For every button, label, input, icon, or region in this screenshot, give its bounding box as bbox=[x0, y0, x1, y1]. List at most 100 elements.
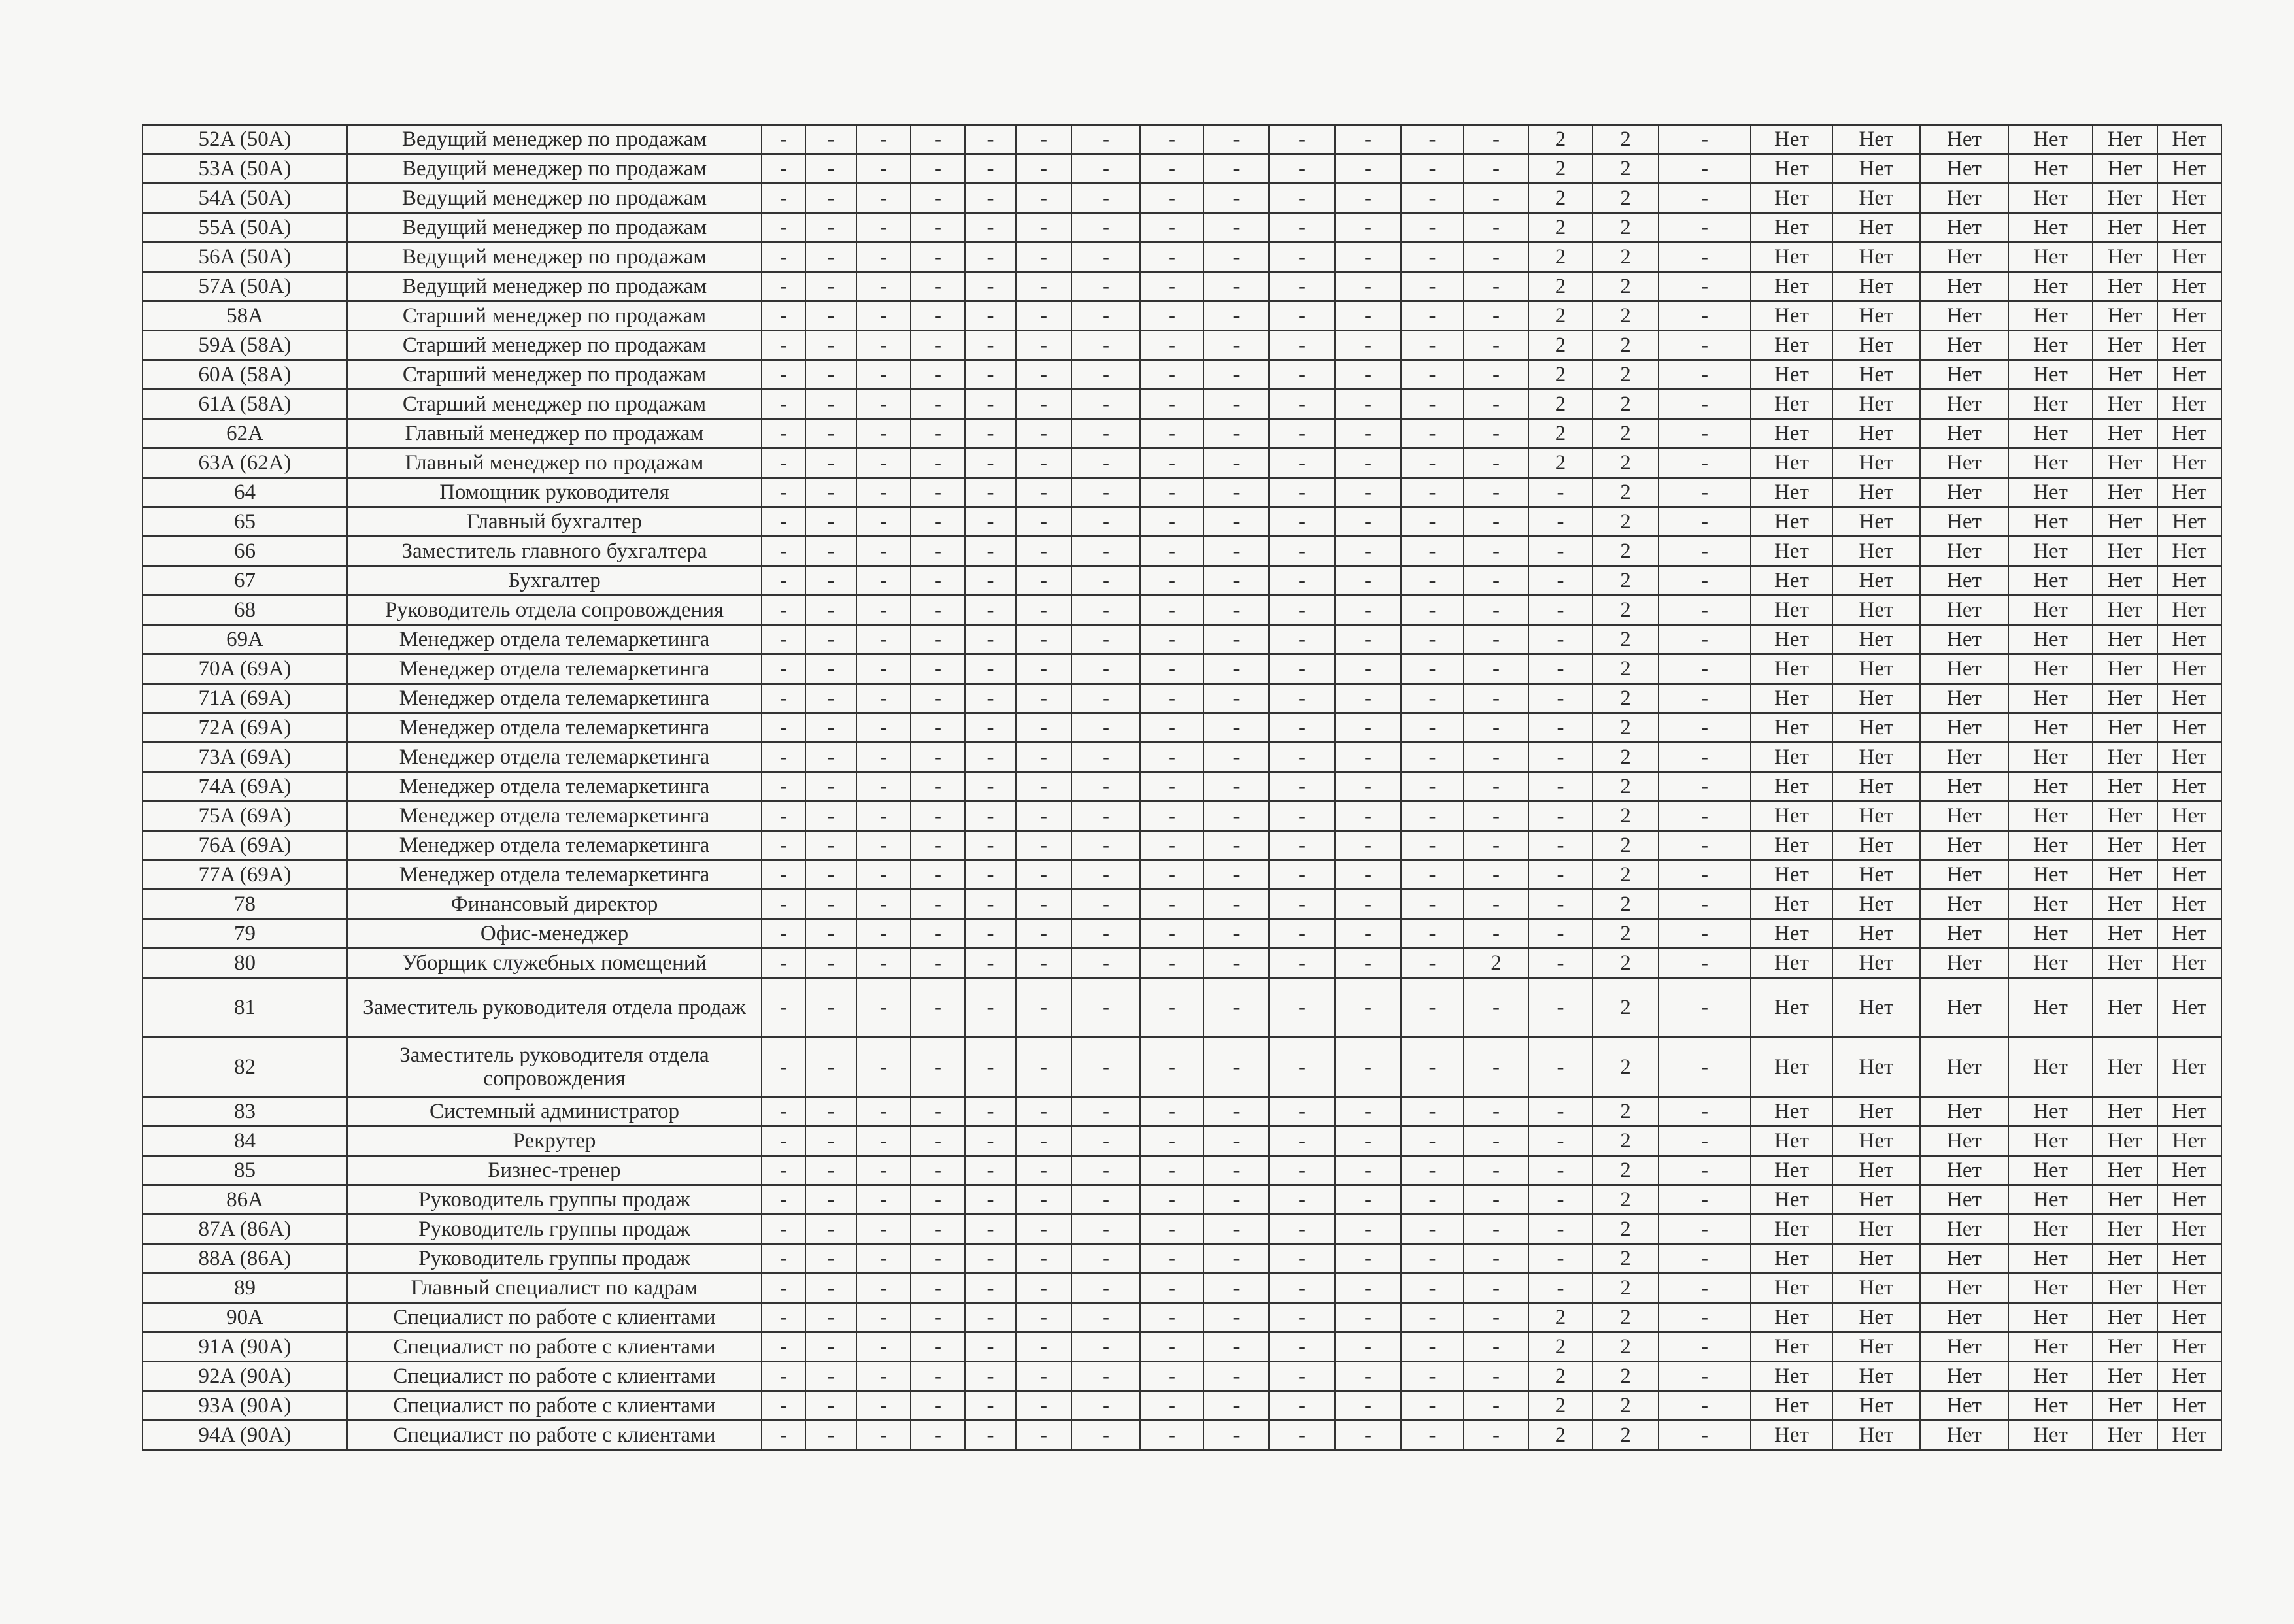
value-cell: - bbox=[1528, 918, 1593, 949]
flag-cell: Нет bbox=[1919, 153, 2009, 184]
value-cell: - bbox=[1071, 594, 1141, 626]
value-cell: - bbox=[1463, 1155, 1529, 1186]
value-cell: - bbox=[964, 447, 1017, 479]
value-cell: - bbox=[1528, 1184, 1593, 1215]
value-cell: - bbox=[1268, 271, 1336, 302]
workplace-number-cell: 84 bbox=[142, 1125, 348, 1157]
value-cell: - bbox=[1268, 1361, 1336, 1392]
flag-cell: Нет bbox=[1832, 1155, 1921, 1186]
value-cell: 2 bbox=[1592, 241, 1659, 273]
value-cell: - bbox=[1400, 800, 1464, 832]
value-cell: - bbox=[1139, 1213, 1204, 1245]
value-cell: - bbox=[964, 359, 1017, 390]
value-cell: - bbox=[805, 1036, 857, 1098]
position-title-cell: Старший менеджер по продажам bbox=[346, 359, 762, 390]
value-cell: - bbox=[1334, 947, 1402, 979]
value-cell: - bbox=[856, 1213, 911, 1245]
flag-cell: Нет bbox=[2157, 977, 2222, 1038]
value-cell: - bbox=[1071, 947, 1141, 979]
flag-cell: Нет bbox=[1750, 1272, 1833, 1304]
value-cell: - bbox=[1528, 477, 1593, 508]
flag-cell: Нет bbox=[2157, 771, 2222, 802]
value-cell: - bbox=[805, 594, 857, 626]
flag-cell: Нет bbox=[1832, 1096, 1921, 1127]
flag-cell: Нет bbox=[1832, 1419, 1921, 1451]
flag-cell: Нет bbox=[2092, 1213, 2158, 1245]
flag-cell: Нет bbox=[1832, 830, 1921, 861]
value-cell: - bbox=[1528, 1125, 1593, 1157]
value-cell: 2 bbox=[1592, 594, 1659, 626]
value-cell: - bbox=[856, 947, 911, 979]
flag-cell: Нет bbox=[2157, 1184, 2222, 1215]
table-row: 70A (69A) Менеджер отдела телемаркетинга -… bbox=[142, 653, 2222, 685]
value-cell: - bbox=[1071, 212, 1141, 243]
value-cell: - bbox=[964, 888, 1017, 920]
value-cell: - bbox=[964, 300, 1017, 331]
value-cell: - bbox=[1268, 565, 1336, 596]
workplace-number-cell: 53A (50A) bbox=[142, 153, 348, 184]
value-cell: - bbox=[1334, 859, 1402, 890]
value-cell: - bbox=[1400, 1361, 1464, 1392]
value-cell: - bbox=[805, 418, 857, 449]
position-title-cell: Ведущий менеджер по продажам bbox=[346, 182, 762, 214]
value-cell: - bbox=[1203, 359, 1270, 390]
value-cell: - bbox=[910, 888, 966, 920]
value-cell: - bbox=[1658, 388, 1751, 420]
value-cell: - bbox=[1334, 1419, 1402, 1451]
value-cell: - bbox=[1071, 712, 1141, 743]
value-cell: - bbox=[1071, 800, 1141, 832]
value-cell: - bbox=[1268, 712, 1336, 743]
value-cell: - bbox=[910, 1272, 966, 1304]
flag-cell: Нет bbox=[1919, 212, 2009, 243]
flag-cell: Нет bbox=[1750, 300, 1833, 331]
value-cell: - bbox=[1203, 418, 1270, 449]
flag-cell: Нет bbox=[2008, 359, 2093, 390]
value-cell: - bbox=[1334, 1361, 1402, 1392]
value-cell: - bbox=[1139, 1036, 1204, 1098]
table-row: 57A (50A) Ведущий менеджер по продажам - - -… bbox=[142, 271, 2222, 302]
flag-cell: Нет bbox=[2008, 388, 2093, 420]
value-cell: - bbox=[1334, 624, 1402, 655]
value-cell: - bbox=[1400, 624, 1464, 655]
value-cell: - bbox=[761, 712, 806, 743]
flag-cell: Нет bbox=[2092, 977, 2158, 1038]
value-cell: - bbox=[1528, 1213, 1593, 1245]
table-row: 94A (90A) Специалист по работе с клиентам… bbox=[142, 1419, 2222, 1451]
value-cell: - bbox=[1203, 1213, 1270, 1245]
table-row: 90A Специалист по работе с клиентами - - - - -… bbox=[142, 1302, 2222, 1333]
flag-cell: Нет bbox=[1832, 741, 1921, 773]
flag-cell: Нет bbox=[2092, 1390, 2158, 1421]
flag-cell: Нет bbox=[1832, 1036, 1921, 1098]
value-cell: - bbox=[1658, 712, 1751, 743]
value-cell: - bbox=[910, 477, 966, 508]
table-row: 91A (90A) Специалист по работе с клиентам… bbox=[142, 1331, 2222, 1362]
flag-cell: Нет bbox=[2157, 830, 2222, 861]
value-cell: - bbox=[1334, 1272, 1402, 1304]
flag-cell: Нет bbox=[2157, 1243, 2222, 1274]
value-cell: - bbox=[1528, 1272, 1593, 1304]
flag-cell: Нет bbox=[2008, 506, 2093, 537]
value-cell: - bbox=[1139, 1331, 1204, 1362]
value-cell: - bbox=[805, 800, 857, 832]
flag-cell: Нет bbox=[1750, 212, 1833, 243]
value-cell: - bbox=[1071, 300, 1141, 331]
value-cell: - bbox=[1071, 1036, 1141, 1098]
workplace-number-cell: 62A bbox=[142, 418, 348, 449]
flag-cell: Нет bbox=[2157, 683, 2222, 714]
position-title-cell: Помощник руководителя bbox=[346, 477, 762, 508]
flag-cell: Нет bbox=[1919, 1036, 2009, 1098]
position-title-cell: Бизнес-тренер bbox=[346, 1155, 762, 1186]
value-cell: - bbox=[1203, 859, 1270, 890]
value-cell: - bbox=[1528, 506, 1593, 537]
flag-cell: Нет bbox=[1750, 388, 1833, 420]
value-cell: - bbox=[805, 1361, 857, 1392]
value-cell: - bbox=[761, 1036, 806, 1098]
flag-cell: Нет bbox=[2008, 1184, 2093, 1215]
value-cell: 2 bbox=[1592, 947, 1659, 979]
workplace-number-cell: 63A (62A) bbox=[142, 447, 348, 479]
flag-cell: Нет bbox=[2008, 947, 2093, 979]
value-cell: 2 bbox=[1592, 565, 1659, 596]
flag-cell: Нет bbox=[2157, 271, 2222, 302]
value-cell: - bbox=[856, 535, 911, 567]
value-cell: - bbox=[1139, 1155, 1204, 1186]
